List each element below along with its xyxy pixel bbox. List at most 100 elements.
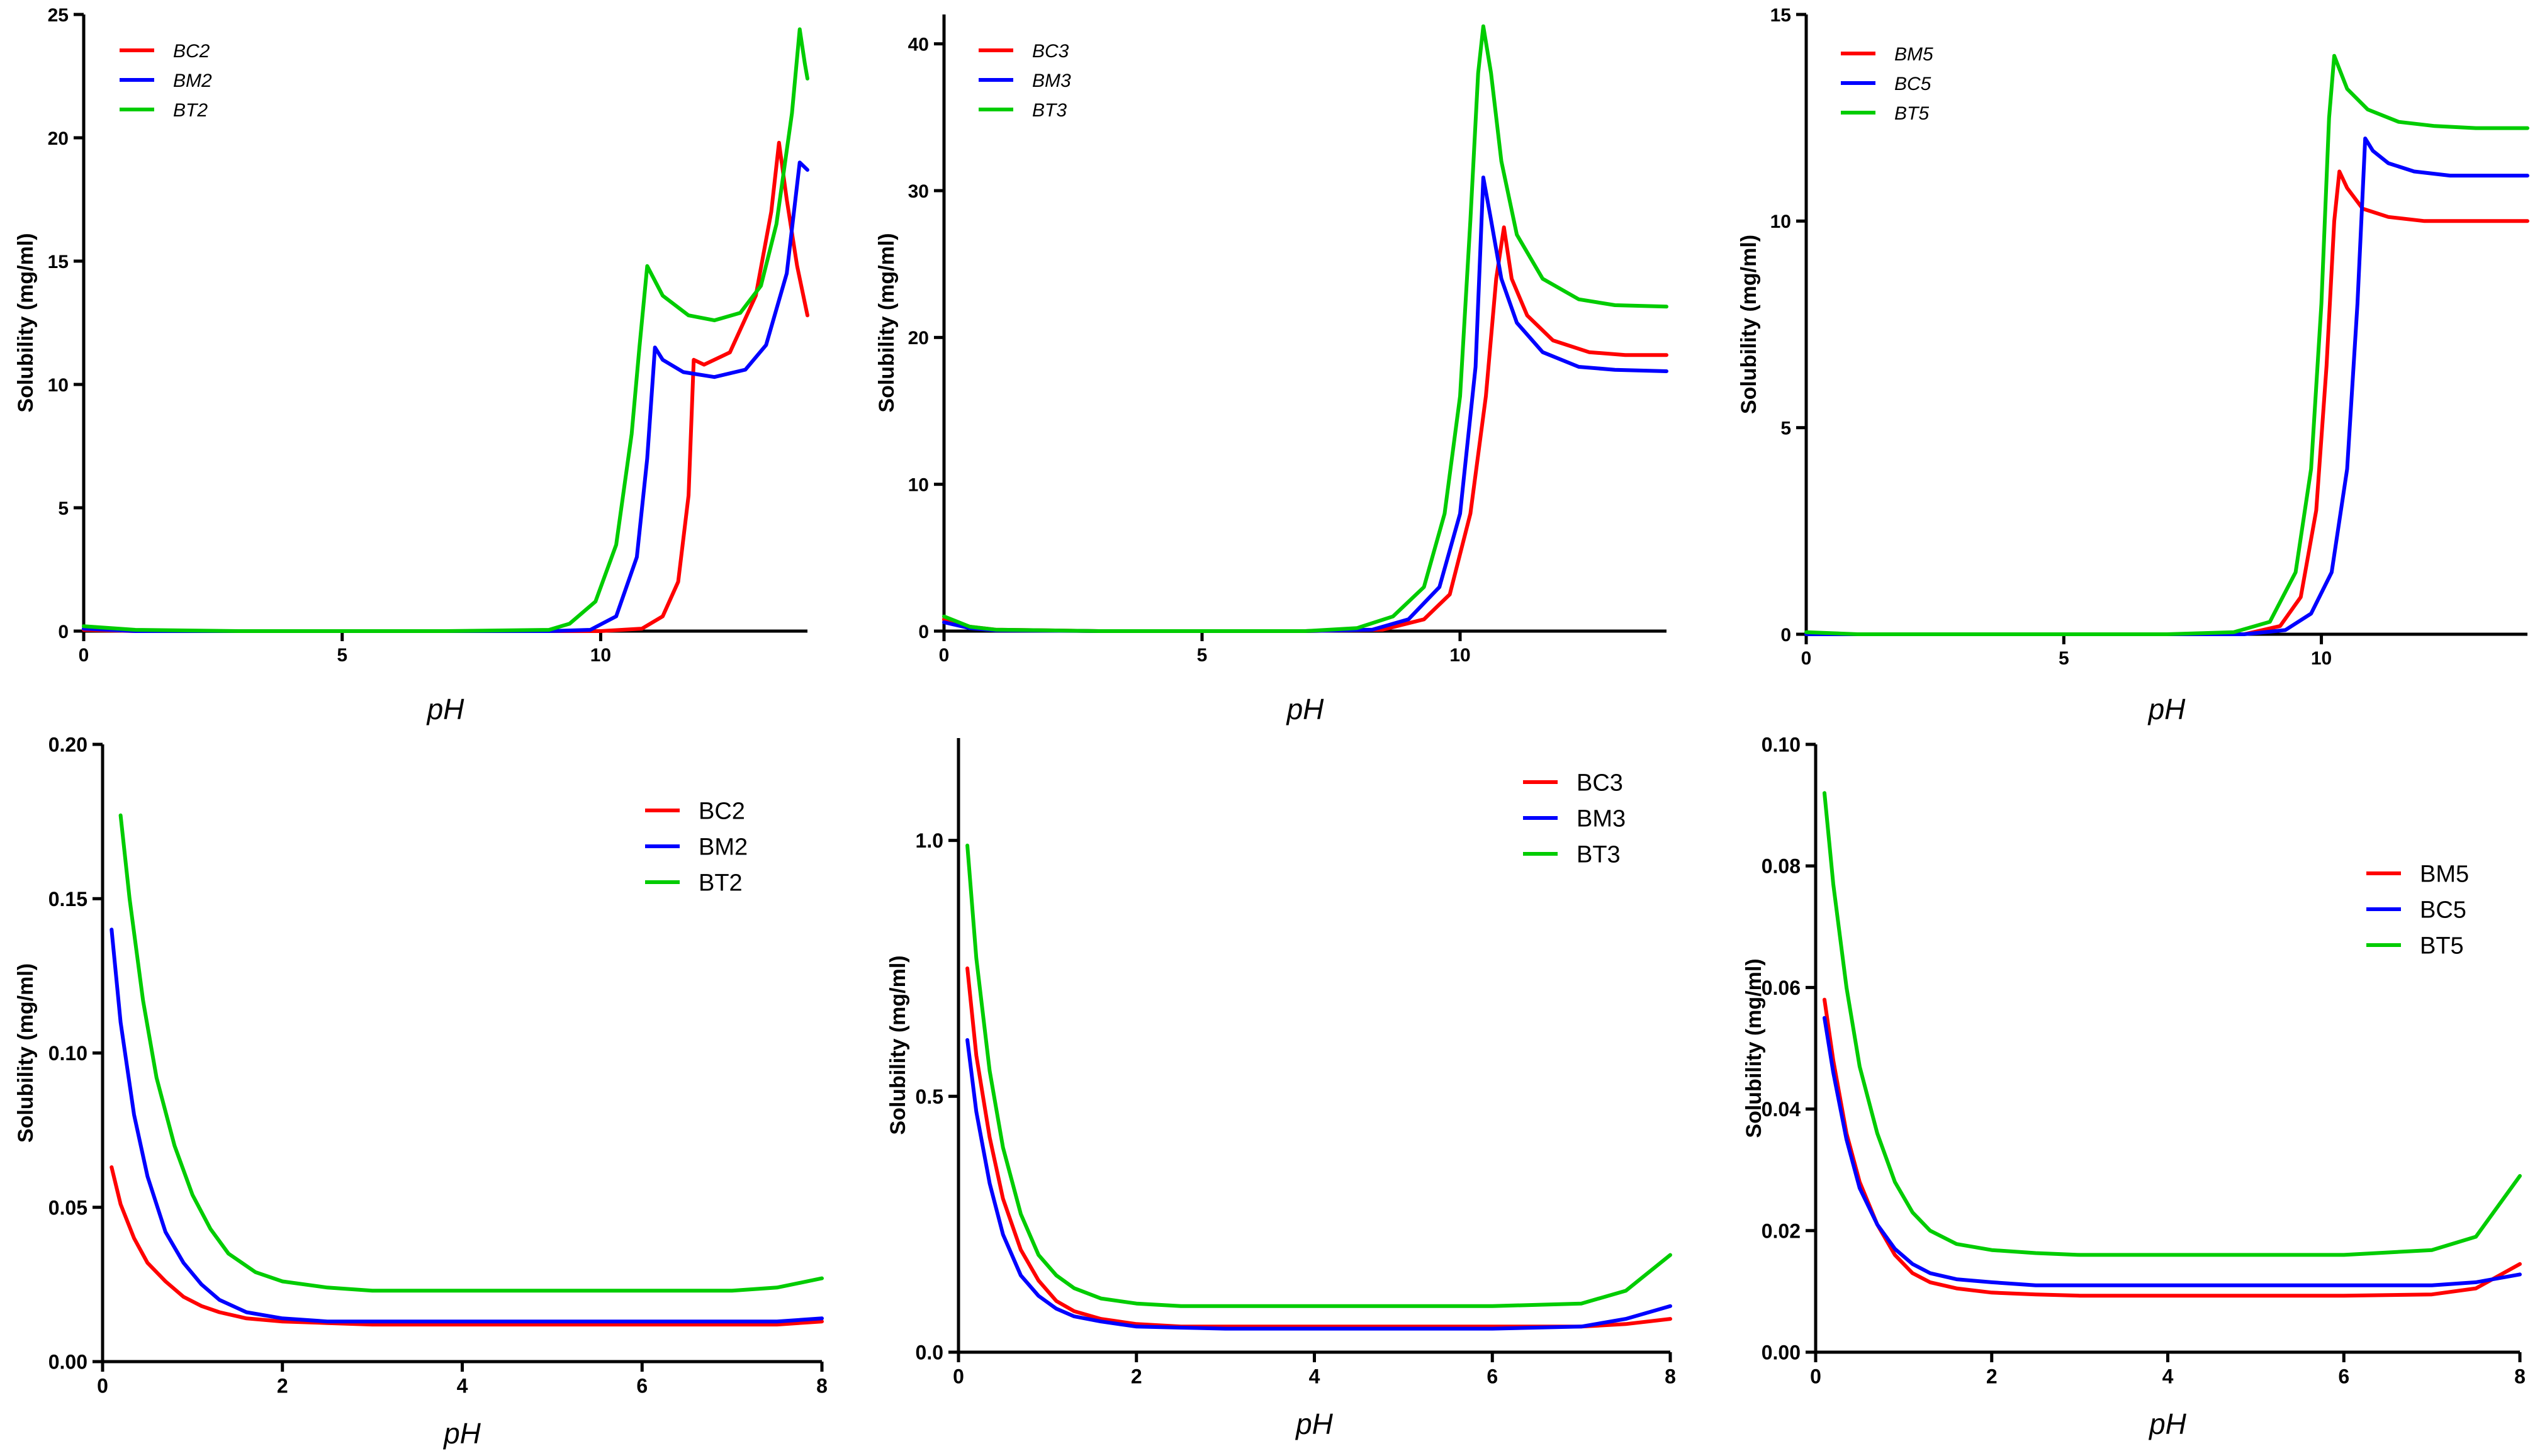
y-tick-label: 5: [1780, 418, 1791, 439]
legend-label-bt3: BT3: [1032, 100, 1067, 121]
x-axis-title: pH: [1286, 693, 1325, 725]
y-axis-title: Solubility (mg/ml): [1737, 235, 1761, 414]
legend-label-bt2: BT2: [173, 100, 208, 121]
legend-label-bm2: BM2: [173, 70, 212, 91]
y-tick-label: 40: [908, 34, 929, 55]
y-axis-title: Solubility (mg/ml): [14, 963, 38, 1143]
series-line-bt5: [1823, 791, 2522, 1257]
series-line-bm3: [942, 176, 1668, 633]
x-tick-label: 0: [1810, 1365, 1821, 1388]
x-axis-title: pH: [442, 1417, 481, 1450]
series-line-bt2: [118, 813, 824, 1293]
x-axis-title: pH: [2148, 1408, 2187, 1440]
y-axis-title: Solubility (mg/ml): [875, 233, 899, 412]
legend-label-bt5: BT5: [2420, 933, 2464, 960]
x-tick-label: 4: [2162, 1365, 2174, 1388]
y-tick-label: 15: [1770, 5, 1791, 26]
legend-label-bm3: BM3: [1577, 806, 1626, 832]
series-line-bt2: [82, 27, 809, 633]
x-tick-label: 6: [636, 1375, 648, 1397]
legend-label-bt5: BT5: [1894, 103, 1929, 124]
series-line-bc2: [82, 140, 809, 633]
x-axis-title: pH: [426, 693, 465, 725]
y-tick-label: 0: [58, 622, 69, 642]
y-tick-label: 0.5: [916, 1085, 943, 1108]
y-tick-label: 0.10: [48, 1042, 87, 1065]
legend-label-bc5: BC5: [2420, 897, 2466, 924]
chart-panel-4: 0.00 0.05 0.10 0.15 0.20 0 2 4 6 8 Solubility (mg/…: [14, 734, 828, 1450]
series-line-bt5: [1804, 53, 2529, 636]
x-tick-label: 0: [79, 645, 89, 666]
series-line-bm2: [110, 927, 824, 1324]
y-tick-label: 0.15: [48, 888, 87, 910]
legend-label-bm3: BM3: [1032, 70, 1071, 91]
legend-label-bc2: BC2: [699, 798, 745, 825]
x-tick-label: 4: [457, 1375, 468, 1397]
x-tick-label: 2: [1131, 1365, 1142, 1388]
series-line-bm3: [965, 1038, 1672, 1331]
x-axis-title: pH: [1295, 1408, 1334, 1440]
y-tick-label: 10: [908, 474, 929, 495]
y-tick-label: 15: [48, 252, 69, 272]
y-tick-label: 0.20: [48, 734, 87, 756]
x-tick-label: 5: [337, 645, 347, 666]
y-tick-label: 0.0: [916, 1341, 943, 1364]
legend-label-bc5: BC5: [1894, 74, 1931, 94]
y-tick-label: 25: [48, 5, 69, 26]
legend-label-bm5: BM5: [2420, 861, 2469, 888]
chart-panel-3: 0 5 10 15 0 5 10 Solubility (mg/ml) pH BM5 BC5 BT5: [1737, 5, 2529, 725]
x-tick-label: 8: [2514, 1365, 2526, 1388]
y-axis-title: Solubility (mg/ml): [1742, 958, 1766, 1138]
y-tick-label: 0.02: [1762, 1219, 1801, 1242]
x-tick-label: 6: [2338, 1365, 2349, 1388]
y-tick-label: 0.08: [1762, 855, 1801, 878]
y-tick-label: 30: [908, 181, 929, 202]
y-axis-title: Solubility (mg/ml): [886, 955, 910, 1134]
x-tick-label: 10: [1449, 645, 1470, 666]
series-line-bc2: [110, 1165, 824, 1327]
series-line-bc5: [1823, 1016, 2522, 1287]
x-tick-label: 5: [2059, 648, 2069, 669]
chart-panel-6: 0.00 0.02 0.04 0.06 0.08 0.10 0 2 4 6 8 Solubility …: [1742, 734, 2526, 1440]
x-tick-label: 10: [590, 645, 611, 666]
y-tick-label: 20: [908, 328, 929, 349]
y-tick-label: 0: [1780, 625, 1791, 646]
x-tick-label: 2: [1986, 1365, 1998, 1388]
series-line-bc3: [965, 966, 1672, 1329]
legend-label-bc2: BC2: [173, 41, 210, 62]
x-tick-label: 8: [1665, 1365, 1676, 1388]
x-tick-label: 0: [953, 1365, 964, 1388]
legend-label-bm5: BM5: [1894, 44, 1933, 65]
series-line-bm2: [82, 160, 809, 633]
chart-panel-5: 0.0 0.5 1.0 0 2 4 6 8 Solubility (mg/ml) pH BC3 BM3…: [886, 738, 1676, 1440]
y-tick-label: 0: [918, 622, 929, 642]
x-tick-label: 4: [1309, 1365, 1320, 1388]
legend-label-bt3: BT3: [1577, 842, 1621, 868]
legend-label-bt2: BT2: [699, 870, 743, 897]
series-line-bc5: [1804, 137, 2529, 636]
legend-label-bc3: BC3: [1577, 770, 1623, 797]
x-tick-label: 0: [1801, 648, 1812, 669]
x-tick-label: 0: [939, 645, 950, 666]
series-line-bt3: [965, 843, 1672, 1308]
y-tick-label: 10: [48, 375, 69, 396]
x-tick-label: 8: [816, 1375, 828, 1397]
x-axis-title: pH: [2147, 693, 2186, 725]
x-tick-label: 6: [1487, 1365, 1498, 1388]
series-line-bm5: [1804, 169, 2529, 636]
chart-panel-1: 0 5 10 15 20 25 0 5 10 Solubility (mg/ml) pH BC2 BM2…: [14, 5, 809, 725]
x-tick-label: 2: [277, 1375, 288, 1397]
y-tick-label: 1.0: [916, 829, 943, 852]
y-tick-label: 0.00: [48, 1351, 87, 1374]
y-tick-label: 0.06: [1762, 977, 1801, 999]
legend-label-bc3: BC3: [1032, 41, 1069, 62]
y-tick-label: 0.00: [1762, 1341, 1801, 1364]
x-tick-label: 0: [97, 1375, 108, 1397]
y-tick-label: 20: [48, 128, 69, 149]
y-tick-label: 0.04: [1762, 1098, 1801, 1121]
y-axis-title: Solubility (mg/ml): [14, 233, 38, 412]
x-tick-label: 5: [1197, 645, 1208, 666]
chart-panel-2: 0 10 20 30 40 0 5 10 Solubility (mg/ml) pH BC3 BM3 B…: [875, 14, 1668, 725]
y-tick-label: 0.10: [1762, 734, 1801, 756]
